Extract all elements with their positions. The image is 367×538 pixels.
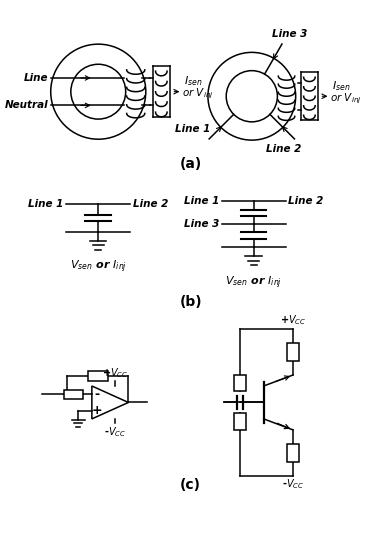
Text: -$V_{CC}$: -$V_{CC}$ bbox=[282, 477, 304, 491]
FancyBboxPatch shape bbox=[287, 443, 299, 462]
Text: $V_{sen}$ or $I_{inj}$: $V_{sen}$ or $I_{inj}$ bbox=[70, 259, 127, 275]
Text: (b): (b) bbox=[179, 295, 202, 309]
Text: +: + bbox=[92, 404, 103, 417]
Text: Line 2: Line 2 bbox=[266, 144, 301, 154]
FancyBboxPatch shape bbox=[233, 413, 246, 430]
Text: Line 2: Line 2 bbox=[133, 199, 168, 209]
Text: Line 3: Line 3 bbox=[272, 29, 307, 39]
Text: $I_{sen}$: $I_{sen}$ bbox=[184, 74, 203, 88]
Text: Line 3: Line 3 bbox=[184, 219, 219, 229]
Text: -$V_{CC}$: -$V_{CC}$ bbox=[103, 426, 126, 439]
Text: (c): (c) bbox=[180, 478, 201, 492]
Text: $I_{sen}$: $I_{sen}$ bbox=[332, 79, 351, 93]
Text: Line 2: Line 2 bbox=[288, 196, 324, 207]
Text: Line 1: Line 1 bbox=[175, 124, 210, 133]
Text: (a): (a) bbox=[179, 157, 202, 171]
Text: or $V_{inj}$: or $V_{inj}$ bbox=[330, 91, 362, 105]
Text: +$V_{CC}$: +$V_{CC}$ bbox=[102, 366, 128, 380]
Text: Neutral: Neutral bbox=[4, 101, 48, 110]
FancyBboxPatch shape bbox=[65, 390, 83, 399]
Text: Line 1: Line 1 bbox=[184, 196, 219, 207]
FancyBboxPatch shape bbox=[287, 343, 299, 362]
Text: Line: Line bbox=[23, 73, 48, 83]
Text: or $V_{inj}$: or $V_{inj}$ bbox=[182, 87, 214, 101]
Text: +$V_{CC}$: +$V_{CC}$ bbox=[280, 314, 306, 328]
FancyBboxPatch shape bbox=[88, 371, 108, 380]
Text: -: - bbox=[95, 388, 100, 401]
FancyBboxPatch shape bbox=[233, 375, 246, 392]
Text: Line 1: Line 1 bbox=[28, 199, 63, 209]
Text: $V_{sen}$ or $I_{inj}$: $V_{sen}$ or $I_{inj}$ bbox=[225, 274, 282, 291]
